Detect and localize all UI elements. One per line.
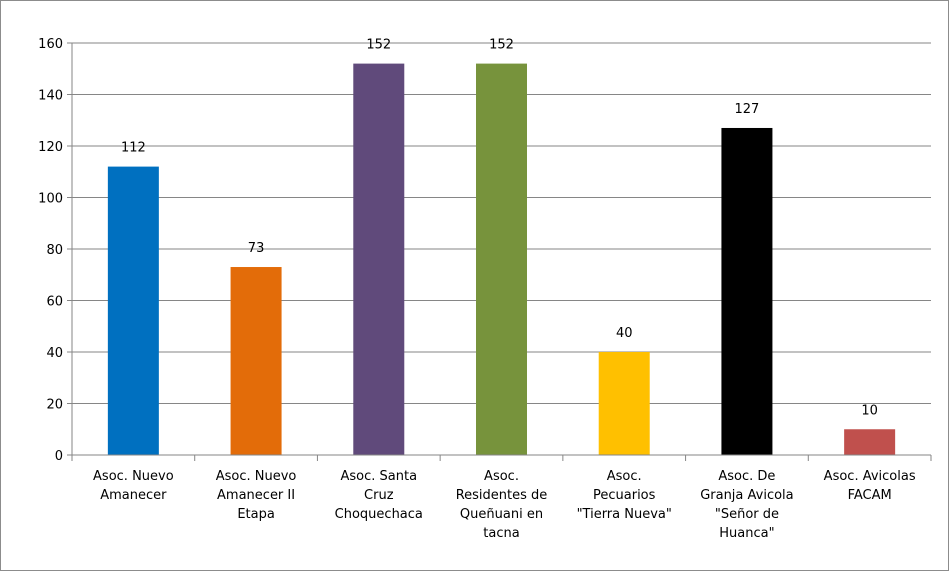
x-category-label: Asoc. Avicolas FACAM [824, 469, 916, 503]
bar [230, 267, 282, 455]
x-category-label-line: Amanecer II [217, 488, 295, 503]
data-label: 73 [248, 241, 265, 256]
x-category-label-line: Asoc. Santa [341, 469, 418, 484]
y-tick-label: 100 [38, 192, 63, 207]
x-category-label-line: Asoc. Nuevo [93, 469, 174, 484]
x-category-label-line: Asoc. Avicolas [824, 469, 916, 484]
x-category-label-line: Asoc. Nuevo [216, 469, 297, 484]
x-category-label-line: tacna [483, 526, 519, 541]
x-category-label: Asoc. Residentes de Queñuani en tacna [456, 469, 548, 541]
x-category-label-line: Huanca" [719, 526, 774, 541]
bar [476, 63, 527, 455]
data-label: 127 [735, 102, 760, 117]
y-tick-label: 160 [38, 37, 63, 52]
y-tick-label: 20 [46, 398, 63, 413]
x-category-label-line: Etapa [237, 507, 275, 522]
y-tick-label: 60 [46, 295, 63, 310]
x-category-label: Asoc. Santa Cruz Choquechaca [335, 469, 423, 522]
x-category-label-line: Cruz [364, 488, 394, 503]
bar [844, 429, 896, 455]
bar [721, 127, 773, 455]
data-label: 10 [861, 403, 878, 418]
bar [598, 352, 650, 455]
x-category-label-line: "Tierra Nueva" [577, 507, 672, 522]
x-category-label-line: FACAM [848, 488, 892, 503]
y-tick-label: 40 [46, 346, 63, 361]
x-category-label: Asoc. De Granja Avicola "Señor de Huanca" [700, 469, 793, 541]
x-category-label-line: Queñuani en [460, 507, 543, 522]
x-category-label-line: Pecuarios [593, 488, 656, 503]
y-tick-label: 140 [38, 89, 63, 104]
y-tick-label: 120 [38, 140, 63, 155]
x-category-label: Asoc. Nuevo Amanecer [93, 469, 174, 503]
x-category-label: Asoc. Pecuarios "Tierra Nueva" [577, 469, 672, 522]
data-label: 152 [489, 38, 514, 53]
bar [107, 166, 159, 455]
x-category-label-line: Asoc. [607, 469, 642, 484]
x-category-label-line: "Señor de [715, 507, 779, 522]
x-category-label-line: Asoc. De [718, 469, 775, 484]
y-tick-label: 80 [46, 243, 63, 258]
bar [353, 63, 405, 455]
y-tick-label: 0 [55, 449, 63, 464]
data-label: 112 [121, 141, 146, 156]
x-category-label-line: Choquechaca [335, 507, 423, 522]
x-category-label-line: Residentes de [456, 488, 548, 503]
x-category-label-line: Granja Avicola [700, 488, 793, 503]
data-label: 40 [616, 326, 633, 341]
data-label: 152 [366, 38, 391, 53]
x-category-label-line: Asoc. [484, 469, 519, 484]
x-category-label: Asoc. Nuevo Amanecer II Etapa [216, 469, 297, 522]
x-category-label-line: Amanecer [100, 488, 167, 503]
